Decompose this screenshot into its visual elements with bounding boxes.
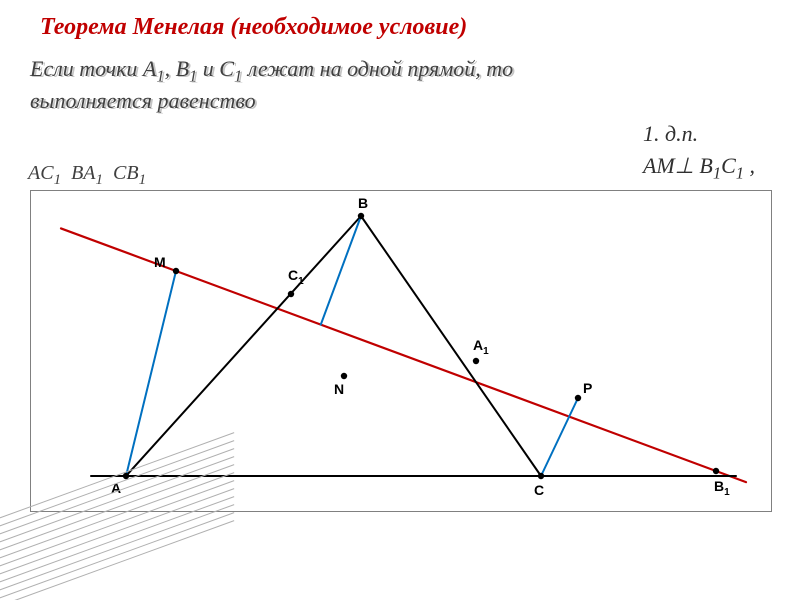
proof-step-1: 1. д.п. xyxy=(643,118,755,150)
svg-text:C: C xyxy=(534,482,544,498)
svg-text:C1: C1 xyxy=(288,267,304,287)
svg-text:M: M xyxy=(154,254,166,270)
proof-perp-am: AM⊥ B1C1 , xyxy=(643,150,755,185)
svg-text:B1: B1 xyxy=(714,478,730,498)
theorem-statement: Если точки A1, B1 и C1 лежат на одной пр… xyxy=(30,55,580,115)
svg-text:N: N xyxy=(334,381,344,397)
svg-text:A1: A1 xyxy=(473,337,489,357)
svg-text:B: B xyxy=(358,195,368,211)
decor-stripes xyxy=(0,460,230,600)
page-title: Теорема Менелая (необходимое условие) xyxy=(40,14,760,41)
svg-text:P: P xyxy=(583,380,592,396)
ratio-formula: AC1 BA1 CB1 xyxy=(28,162,146,189)
